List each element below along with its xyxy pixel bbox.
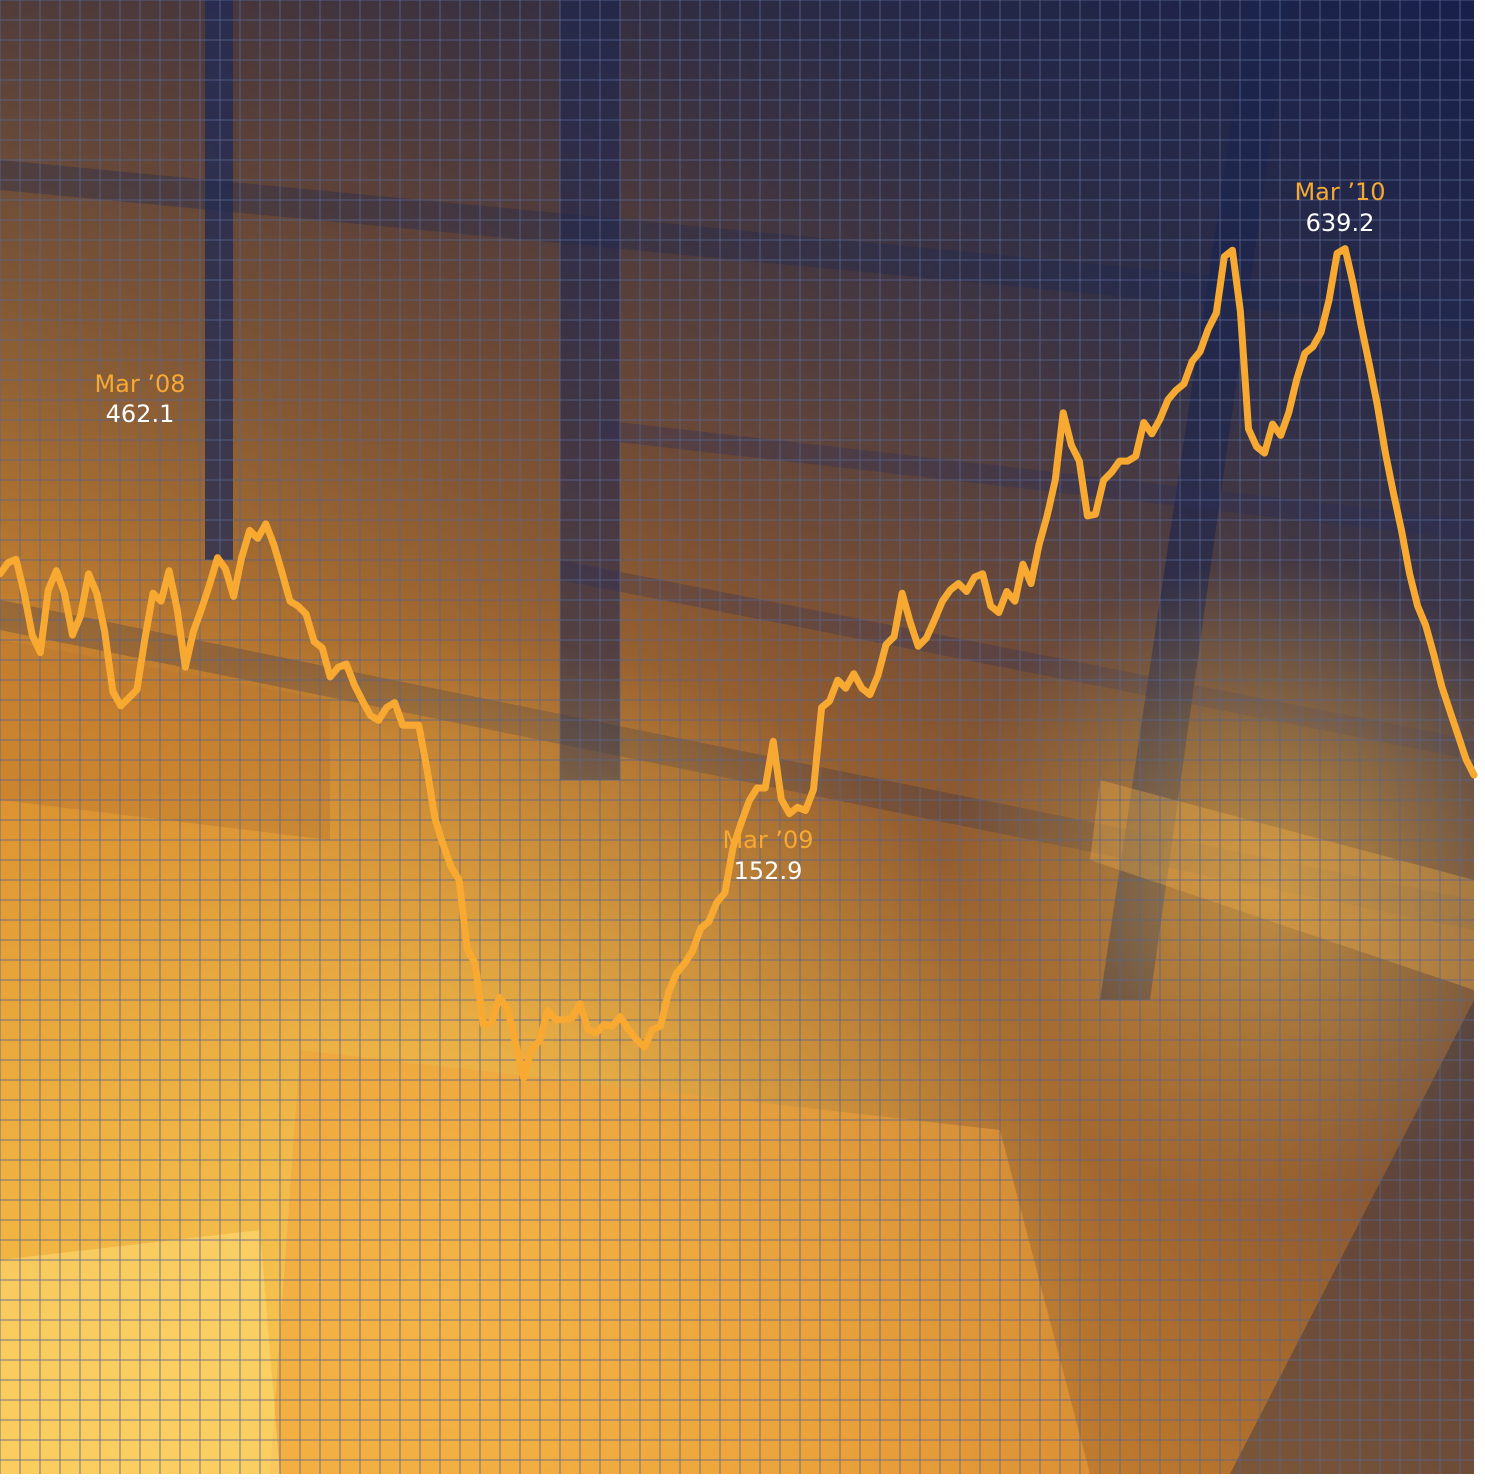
annotation-value-mar08: 462.1 [106, 400, 175, 428]
series-line [0, 245, 1478, 1082]
annotation-period-mar10: Mar ’10 [1294, 178, 1385, 206]
annotation-group: Mar ’08 462.1 Mar ’09 152.9 Mar ’10 639.… [94, 178, 1385, 885]
annotation-value-mar10: 639.2 [1306, 209, 1375, 237]
annotation-period-mar09: Mar ’09 [722, 826, 813, 854]
annotation-period-mar08: Mar ’08 [94, 370, 185, 398]
annotation-value-mar09: 152.9 [734, 857, 803, 885]
series-group [0, 245, 1478, 1082]
